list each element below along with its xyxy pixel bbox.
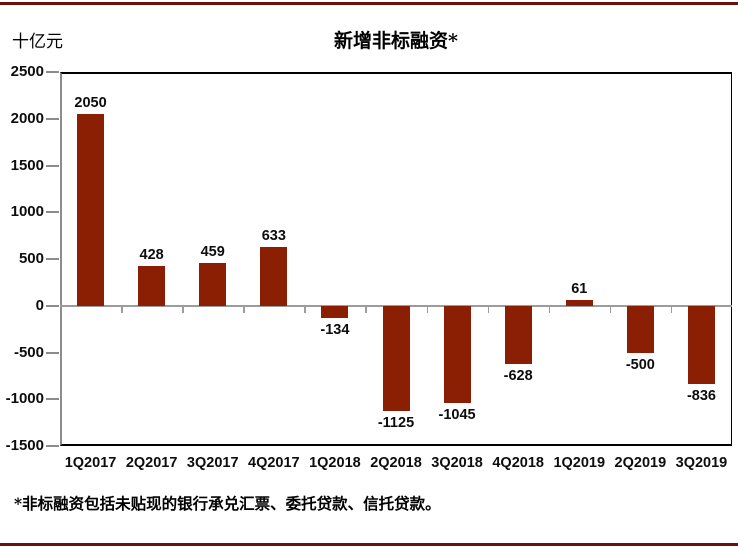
bar-4Q2018 bbox=[504, 305, 532, 365]
bar-value-label: 428 bbox=[139, 246, 164, 263]
bar-value-label: -628 bbox=[503, 368, 533, 385]
bar-value-label: -500 bbox=[625, 356, 655, 373]
plot-area bbox=[60, 72, 732, 446]
bar-1Q2018 bbox=[321, 305, 349, 319]
y-axis-tick bbox=[46, 398, 59, 401]
bottom-accent-rule bbox=[0, 543, 738, 546]
y-axis-tick-label: 1500 bbox=[10, 156, 44, 174]
x-axis-tick bbox=[487, 305, 490, 313]
bar-3Q2018 bbox=[443, 305, 471, 404]
y-axis-tick bbox=[46, 351, 59, 354]
x-axis-tick bbox=[609, 305, 612, 313]
x-axis-tick bbox=[182, 305, 184, 313]
x-axis-category-label: 4Q2018 bbox=[492, 455, 544, 471]
bar-4Q2017 bbox=[260, 246, 288, 306]
bar-value-label: -836 bbox=[686, 387, 716, 404]
y-axis-tick-label: -1500 bbox=[5, 437, 44, 454]
y-axis-tick bbox=[46, 304, 59, 307]
bar-value-label: -134 bbox=[320, 322, 350, 339]
y-axis-tick-label: 2500 bbox=[10, 63, 44, 80]
x-axis-tick bbox=[548, 305, 551, 313]
bar-value-label: 459 bbox=[200, 243, 225, 260]
bar-value-label: -1125 bbox=[377, 414, 415, 431]
y-axis-tick-label: 2000 bbox=[10, 109, 44, 127]
bar-1Q2019 bbox=[565, 300, 593, 306]
x-axis-category-label: 2Q2018 bbox=[370, 455, 422, 471]
chart-title: 新增非标融资* bbox=[334, 30, 458, 52]
bar-value-label: 61 bbox=[571, 281, 588, 298]
x-axis-category-label: 2Q2017 bbox=[125, 455, 178, 471]
y-axis-tick-label: -1000 bbox=[5, 390, 44, 408]
y-axis-unit-label: 十亿元 bbox=[12, 32, 63, 52]
bar-3Q2017 bbox=[199, 262, 227, 306]
y-axis-tick bbox=[46, 211, 59, 214]
y-axis-tick-label: 500 bbox=[18, 250, 44, 267]
y-axis-tick bbox=[46, 117, 59, 120]
y-axis-tick-label: 1000 bbox=[10, 203, 44, 221]
x-axis-category-label: 4Q2017 bbox=[248, 455, 300, 471]
bar-value-label: 633 bbox=[261, 227, 286, 244]
bar-2Q2017 bbox=[138, 265, 166, 306]
y-axis-tick-label: 0 bbox=[35, 296, 44, 314]
bar-3Q2019 bbox=[687, 305, 715, 384]
x-axis-tick bbox=[426, 305, 429, 313]
x-axis-category-label: 3Q2019 bbox=[675, 455, 728, 471]
footnote: *非标融资包括未贴现的银行承兑汇票、委托贷款、信托贷款。 bbox=[14, 494, 441, 513]
x-axis-category-label: 3Q2017 bbox=[186, 455, 239, 471]
y-axis-tick bbox=[46, 258, 59, 260]
bar-2Q2019 bbox=[626, 305, 654, 353]
x-axis-tick bbox=[243, 305, 245, 313]
x-axis-tick bbox=[304, 305, 306, 313]
x-axis-category-label: 1Q2017 bbox=[64, 455, 117, 471]
y-axis-tick-label: -500 bbox=[13, 343, 44, 361]
bar-1Q2017 bbox=[77, 114, 105, 306]
x-axis-category-label: 1Q2019 bbox=[553, 455, 606, 471]
x-axis-tick bbox=[365, 305, 367, 313]
top-accent-rule bbox=[0, 2, 738, 5]
y-axis-tick bbox=[46, 445, 59, 447]
bar-2Q2018 bbox=[382, 305, 410, 411]
x-axis-tick bbox=[121, 305, 123, 313]
x-axis-tick bbox=[670, 305, 673, 313]
bar-value-label: -1045 bbox=[438, 407, 476, 424]
y-axis-tick bbox=[46, 164, 59, 167]
x-axis-category-label: 1Q2018 bbox=[309, 455, 361, 471]
x-axis-category-label: 2Q2019 bbox=[614, 455, 667, 471]
bar-value-label: 2050 bbox=[74, 95, 107, 112]
y-axis-tick bbox=[46, 71, 59, 73]
x-axis-category-label: 3Q2018 bbox=[431, 455, 483, 471]
